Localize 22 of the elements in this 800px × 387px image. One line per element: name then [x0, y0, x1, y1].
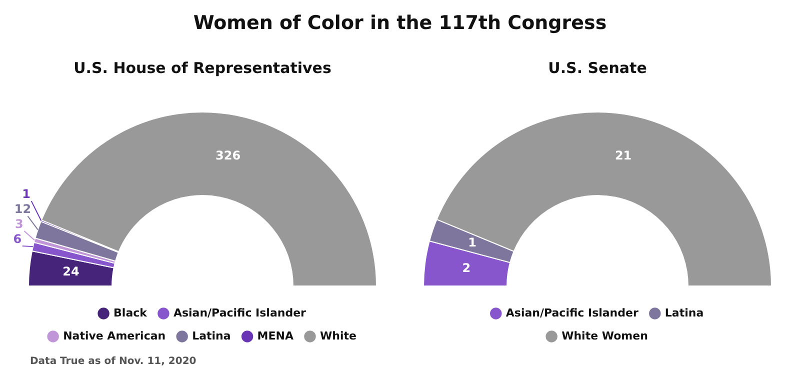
- data-label: 3: [15, 217, 24, 232]
- chart-title: Women of Color in the 117th Congress: [192, 12, 608, 34]
- data-label: 21: [614, 148, 632, 162]
- chart-subtitle: U.S. Senate: [548, 58, 647, 77]
- legend-label: Black: [114, 306, 148, 320]
- text: Data True as of Nov. 11, 2020: [30, 356, 196, 367]
- chart-subtitle: U.S. House of Representatives: [74, 58, 332, 77]
- legend-label: White: [320, 329, 356, 342]
- data-label: 1: [22, 187, 31, 202]
- data-label: 326: [215, 148, 241, 162]
- data-label: 1: [468, 236, 476, 250]
- legend-label: Asian/Pacific Islander: [173, 306, 307, 320]
- data-label: 12: [14, 202, 32, 216]
- legend-label: Latina: [192, 329, 231, 342]
- legend-label: MENA: [257, 329, 294, 342]
- legend-label: Native American: [63, 329, 166, 342]
- data-label: 6: [13, 232, 22, 246]
- legend-label: White Women: [562, 329, 648, 342]
- legend-label: Latina: [664, 306, 704, 320]
- data-label: 2: [462, 260, 471, 275]
- data-label: 24: [62, 264, 80, 279]
- legend-label: Asian/Pacific Islander: [506, 306, 639, 320]
